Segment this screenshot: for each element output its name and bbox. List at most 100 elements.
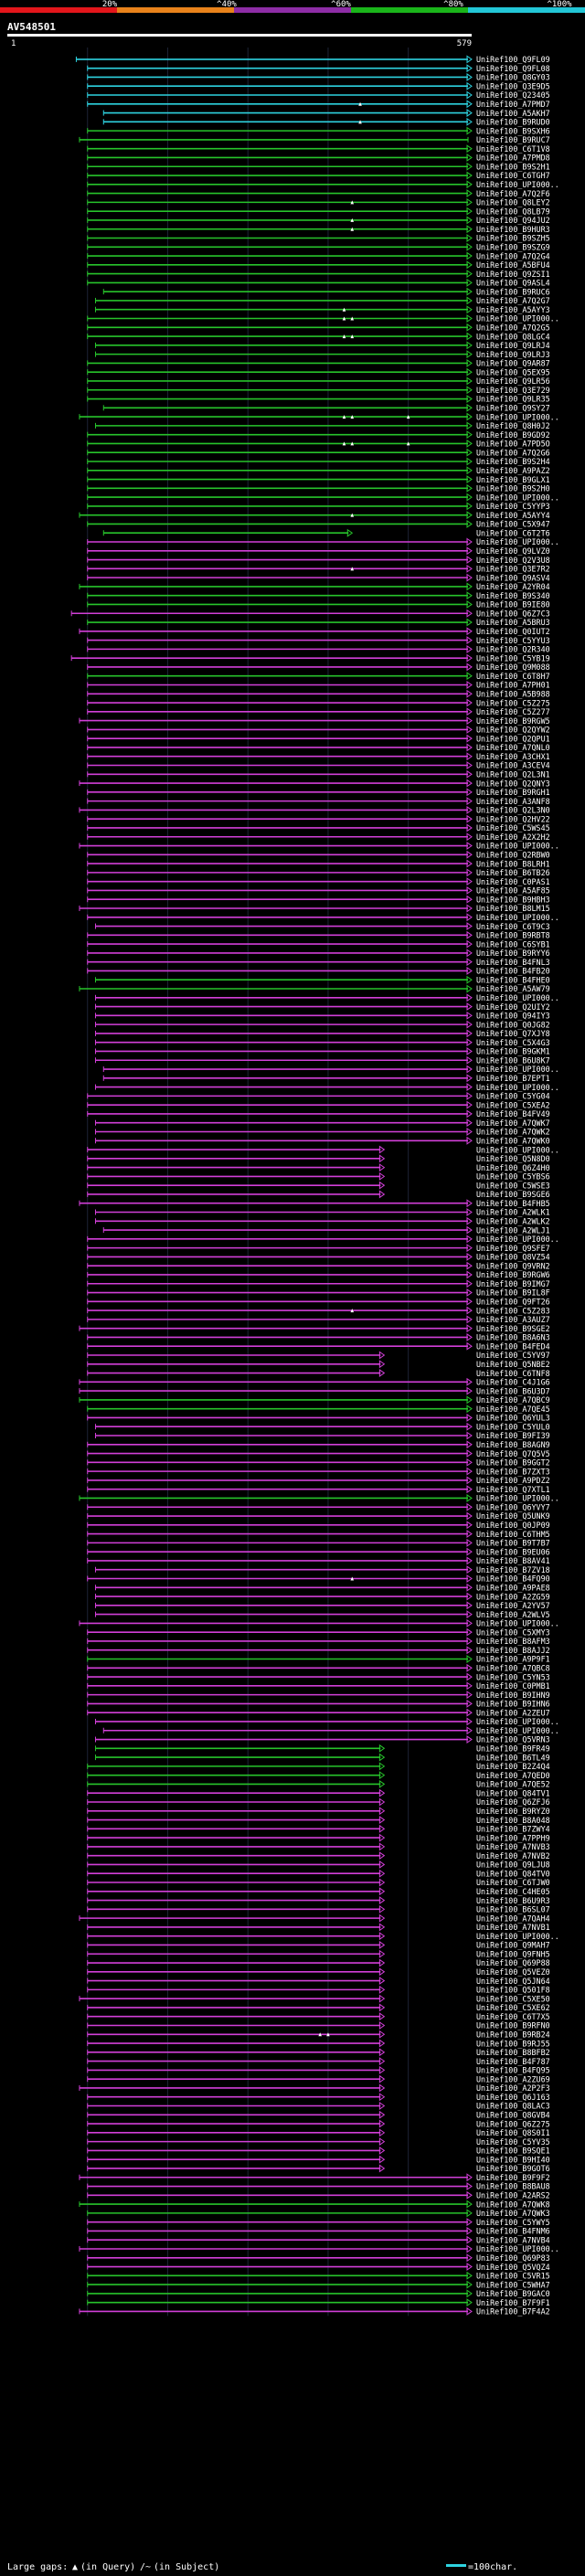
hit-label[interactable]: UniRef100_Q9FL09 bbox=[476, 55, 550, 64]
hit-row[interactable]: UniRef100_Q9ASL4 bbox=[87, 279, 550, 288]
hit-row[interactable]: UniRef100_B9S2H4 bbox=[87, 457, 550, 466]
hit-row[interactable]: UniRef100_A7Q2G6 bbox=[87, 448, 550, 457]
hit-row[interactable]: UniRef100_Q6YUL3 bbox=[87, 1414, 550, 1423]
hit-row[interactable]: UniRef100_C5YV97 bbox=[87, 1351, 550, 1360]
hit-row[interactable]: UniRef100_C5YG04 bbox=[87, 1092, 550, 1101]
hit-label[interactable]: UniRef100_Q5JN64 bbox=[476, 1977, 550, 1986]
hit-label[interactable]: UniRef100_Q9LR56 bbox=[476, 376, 550, 386]
hit-label[interactable]: UniRef100_C5WS45 bbox=[476, 823, 550, 832]
hit-label[interactable]: UniRef100_B9GOT6 bbox=[476, 2164, 550, 2173]
hit-row[interactable]: UniRef100_C5YYU3 bbox=[87, 636, 550, 645]
hit-row[interactable]: UniRef100_Q2QPU1 bbox=[87, 734, 550, 743]
hit-row[interactable]: UniRef100_Q8GVB4 bbox=[87, 2110, 550, 2119]
hit-label[interactable]: UniRef100_Q5EX95 bbox=[476, 367, 550, 376]
hit-label[interactable]: UniRef100_Q9VRN2 bbox=[476, 1261, 550, 1270]
hit-label[interactable]: UniRef100_UPI000.. bbox=[476, 1932, 559, 1941]
hit-row[interactable]: UniRef100_C4HE05 bbox=[87, 1887, 550, 1896]
hit-row[interactable]: UniRef100_B7ZWY4 bbox=[87, 1825, 550, 1834]
hit-label[interactable]: UniRef100_A7PH01 bbox=[476, 681, 550, 690]
hit-label[interactable]: UniRef100_A7QWK7 bbox=[476, 1118, 550, 1128]
hit-label[interactable]: UniRef100_Q6J163 bbox=[476, 2093, 550, 2102]
hit-row[interactable]: UniRef100_UPI000.. bbox=[79, 842, 559, 851]
hit-row[interactable]: UniRef100_Q6ZFJ6 bbox=[87, 1797, 550, 1807]
hit-row[interactable]: UniRef100_A9PAZ2 bbox=[87, 466, 550, 475]
hit-label[interactable]: UniRef100_Q94JU2 bbox=[476, 216, 550, 225]
hit-row[interactable]: UniRef100_Q9FNH5 bbox=[87, 1949, 550, 1958]
hit-row[interactable]: UniRef100_B9RJ55 bbox=[87, 2039, 550, 2048]
hit-label[interactable]: UniRef100_UPI000.. bbox=[476, 1065, 559, 1074]
hit-label[interactable]: UniRef100_B8BFB2 bbox=[476, 2048, 550, 2057]
hit-label[interactable]: UniRef100_A3CEV4 bbox=[476, 761, 550, 770]
hit-label[interactable]: UniRef100_B7ZWY4 bbox=[476, 1825, 550, 1834]
hit-label[interactable]: UniRef100_B4FNL3 bbox=[476, 958, 550, 967]
hit-row[interactable]: UniRef100_B9GOT6 bbox=[87, 2164, 550, 2173]
hit-row[interactable]: UniRef100_Q0JP09 bbox=[87, 1521, 550, 1530]
hit-row[interactable]: UniRef100_Q5EX95 bbox=[87, 367, 550, 376]
hit-label[interactable]: UniRef100_A7QBC9 bbox=[476, 1395, 550, 1405]
hit-label[interactable]: UniRef100_B8A6N3 bbox=[476, 1333, 550, 1342]
hit-label[interactable]: UniRef100_Q5UNK9 bbox=[476, 1511, 550, 1521]
hit-row[interactable]: UniRef100_A2WLV5 bbox=[95, 1610, 550, 1619]
hit-label[interactable]: UniRef100_B9GKM1 bbox=[476, 1047, 550, 1056]
hit-row[interactable]: UniRef100_B4F787 bbox=[87, 2057, 550, 2066]
hit-label[interactable]: UniRef100_A7NVB1 bbox=[476, 1923, 550, 1932]
hit-row[interactable]: UniRef100_A2ZG59 bbox=[95, 1592, 550, 1601]
hit-label[interactable]: UniRef100_UPI000.. bbox=[476, 1717, 559, 1726]
hit-row[interactable]: UniRef100_B9GKM1 bbox=[95, 1047, 550, 1056]
hit-label[interactable]: UniRef100_A9PAE8 bbox=[476, 1583, 550, 1592]
hit-label[interactable]: UniRef100_Q2QNY3 bbox=[476, 779, 550, 788]
hit-row[interactable]: UniRef100_C6T2T6 bbox=[102, 528, 550, 537]
hit-row[interactable]: UniRef100_Q9FL08 bbox=[87, 64, 550, 73]
hit-row[interactable]: UniRef100_B4FQ90 bbox=[87, 1574, 550, 1584]
hit-label[interactable]: UniRef100_C5YB19 bbox=[476, 653, 550, 663]
hit-label[interactable]: UniRef100_B7ZV18 bbox=[476, 1565, 550, 1574]
hit-label[interactable]: UniRef100_Q2UIY2 bbox=[476, 1002, 550, 1012]
hit-label[interactable]: UniRef100_C5XEA2 bbox=[476, 1100, 550, 1109]
hit-label[interactable]: UniRef100_Q6ZFJ6 bbox=[476, 1797, 550, 1807]
hit-row[interactable]: UniRef100_B9HUR3 bbox=[87, 225, 550, 234]
hit-label[interactable]: UniRef100_A2WLJ1 bbox=[476, 1225, 550, 1235]
hit-row[interactable]: UniRef100_Q8LGC4 bbox=[87, 332, 550, 341]
hit-label[interactable]: UniRef100_UPI000.. bbox=[476, 2244, 559, 2253]
hit-row[interactable]: UniRef100_B9S340 bbox=[87, 591, 550, 600]
hit-label[interactable]: UniRef100_C5YYP3 bbox=[476, 502, 550, 511]
hit-label[interactable]: UniRef100_A9PAZ2 bbox=[476, 466, 550, 475]
hit-row[interactable]: UniRef100_UPI000.. bbox=[87, 1932, 559, 1941]
hit-row[interactable]: UniRef100_B9GD92 bbox=[87, 430, 550, 440]
hit-row[interactable]: UniRef100_A7QE45 bbox=[87, 1405, 550, 1414]
hit-label[interactable]: UniRef100_Q5VRN3 bbox=[476, 1735, 550, 1744]
hit-label[interactable]: UniRef100_C5YYU3 bbox=[476, 636, 550, 645]
hit-label[interactable]: UniRef100_A3CHX1 bbox=[476, 752, 550, 761]
hit-row[interactable]: UniRef100_Q6Z275 bbox=[87, 2119, 550, 2128]
hit-label[interactable]: UniRef100_Q9AR87 bbox=[476, 359, 550, 368]
hit-row[interactable]: UniRef100_B2Z4Q4 bbox=[87, 1762, 550, 1771]
hit-row[interactable]: UniRef100_A5AF85 bbox=[87, 886, 550, 896]
hit-label[interactable]: UniRef100_C5XMY3 bbox=[476, 1627, 550, 1637]
hit-label[interactable]: UniRef100_C5YN53 bbox=[476, 1672, 550, 1681]
hit-label[interactable]: UniRef100_Q8H0J2 bbox=[476, 421, 550, 430]
hit-label[interactable]: UniRef100_A7QWK8 bbox=[476, 2200, 550, 2209]
hit-row[interactable]: UniRef100_C5YN53 bbox=[87, 1672, 550, 1681]
hit-row[interactable]: UniRef100_Q0JG82 bbox=[95, 1020, 550, 1029]
hit-label[interactable]: UniRef100_A2X2H2 bbox=[476, 832, 550, 842]
hit-label[interactable]: UniRef100_A7PD5O bbox=[476, 440, 550, 449]
hit-row[interactable]: UniRef100_A5AYY3 bbox=[95, 305, 550, 314]
hit-row[interactable]: UniRef100_UPI000.. bbox=[87, 537, 559, 546]
hit-row[interactable]: UniRef100_B7F9F1 bbox=[87, 2298, 550, 2307]
hit-row[interactable]: UniRef100_Q9SY27 bbox=[102, 404, 550, 413]
hit-label[interactable]: UniRef100_B9GAC0 bbox=[476, 2289, 550, 2298]
hit-row[interactable]: UniRef100_B4FQ95 bbox=[87, 2066, 550, 2075]
hit-label[interactable]: UniRef100_Q3E729 bbox=[476, 386, 550, 395]
hit-row[interactable]: UniRef100_B4FED4 bbox=[87, 1341, 550, 1351]
hit-label[interactable]: UniRef100_C6T7X5 bbox=[476, 2012, 550, 2021]
hit-label[interactable]: UniRef100_Q0IUT2 bbox=[476, 627, 550, 636]
hit-label[interactable]: UniRef100_B9RUC7 bbox=[476, 135, 550, 144]
hit-label[interactable]: UniRef100_C6SYB1 bbox=[476, 939, 550, 949]
hit-row[interactable]: UniRef100_Q84TV0 bbox=[87, 1869, 550, 1878]
hit-label[interactable]: UniRef100_A7Q2F6 bbox=[476, 189, 550, 198]
hit-row[interactable]: UniRef100_A2ZU69 bbox=[87, 2074, 550, 2083]
hit-label[interactable]: UniRef100_Q8S0I1 bbox=[476, 2128, 550, 2137]
hit-row[interactable]: UniRef100_Q2R340 bbox=[87, 645, 550, 654]
hit-label[interactable]: UniRef100_Q2HV22 bbox=[476, 814, 550, 823]
hit-row[interactable]: UniRef100_A3CHX1 bbox=[87, 752, 550, 761]
